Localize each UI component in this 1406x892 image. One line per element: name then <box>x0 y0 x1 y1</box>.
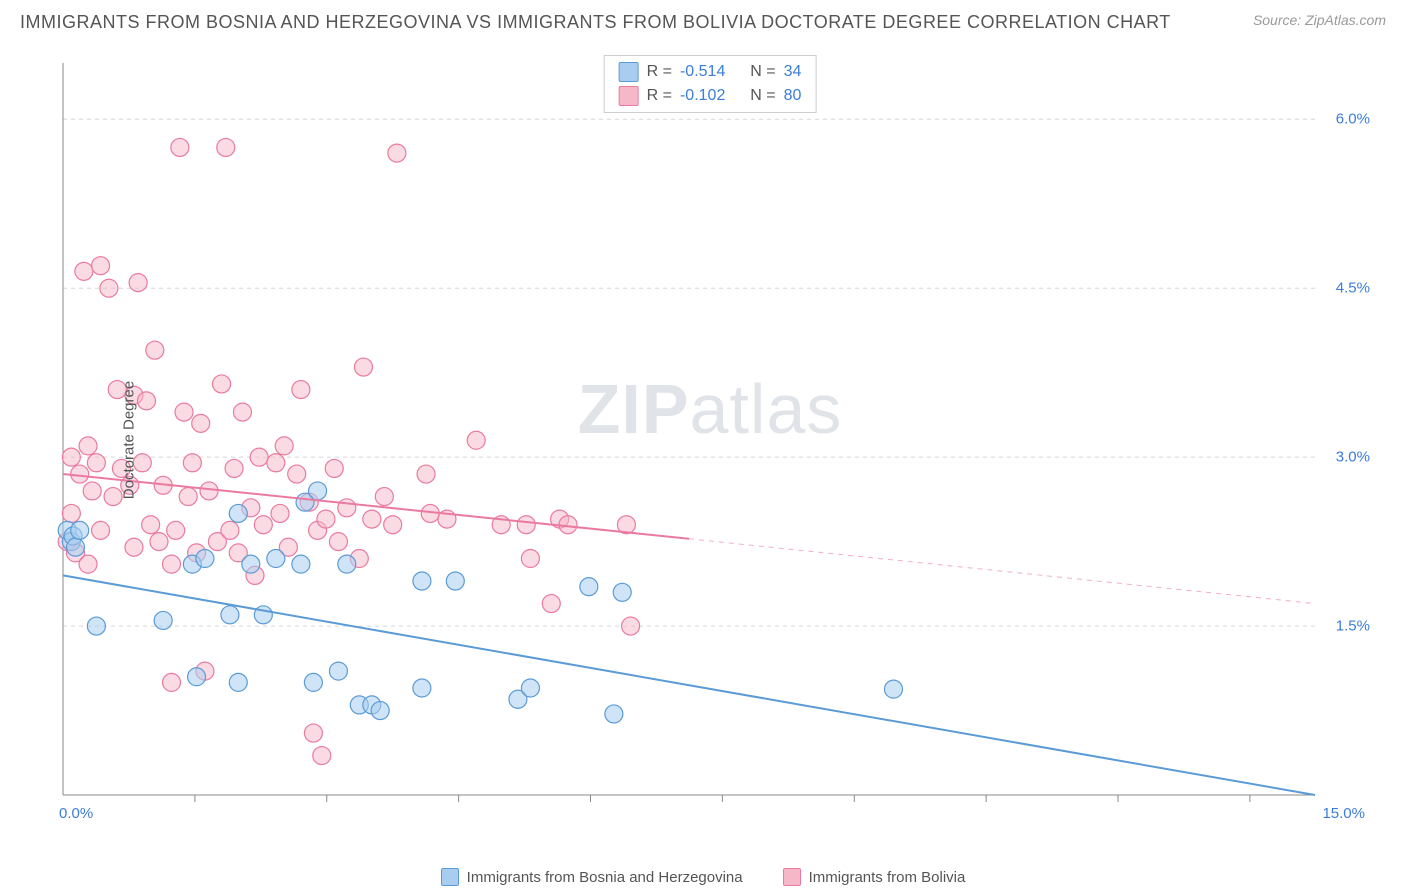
y-tick-label: 4.5% <box>1336 280 1370 297</box>
swatch-a-icon <box>441 868 459 886</box>
n-label: N = <box>750 60 775 84</box>
chart-canvas <box>55 55 1365 825</box>
r-label: R = <box>647 84 672 108</box>
source-label: Source: ZipAtlas.com <box>1253 12 1386 28</box>
n-value-b: 80 <box>784 84 802 108</box>
legend-label-a: Immigrants from Bosnia and Herzegovina <box>467 869 743 886</box>
y-axis-label: Doctorate Degree <box>121 381 138 499</box>
x-max-label: 15.0% <box>1322 805 1365 822</box>
n-label: N = <box>750 84 775 108</box>
swatch-b-icon <box>619 86 639 106</box>
n-value-a: 34 <box>784 60 802 84</box>
y-tick-label: 1.5% <box>1336 618 1370 635</box>
stats-row-a: R = -0.514 N = 34 <box>619 60 802 84</box>
chart-title: IMMIGRANTS FROM BOSNIA AND HERZEGOVINA V… <box>20 12 1171 33</box>
r-value-a: -0.514 <box>680 60 725 84</box>
x-origin-label: 0.0% <box>59 805 93 822</box>
r-value-b: -0.102 <box>680 84 725 108</box>
legend-item-a: Immigrants from Bosnia and Herzegovina <box>441 868 743 886</box>
legend-item-b: Immigrants from Bolivia <box>783 868 966 886</box>
stats-row-b: R = -0.102 N = 80 <box>619 84 802 108</box>
legend-label-b: Immigrants from Bolivia <box>809 869 966 886</box>
stats-legend: R = -0.514 N = 34 R = -0.102 N = 80 <box>604 55 817 113</box>
y-tick-label: 6.0% <box>1336 111 1370 128</box>
swatch-b-icon <box>783 868 801 886</box>
r-label: R = <box>647 60 672 84</box>
y-tick-label: 3.0% <box>1336 449 1370 466</box>
bottom-legend: Immigrants from Bosnia and Herzegovina I… <box>0 868 1406 886</box>
scatter-plot: Doctorate Degree ZIPatlas R = -0.514 N =… <box>55 55 1365 825</box>
swatch-a-icon <box>619 62 639 82</box>
